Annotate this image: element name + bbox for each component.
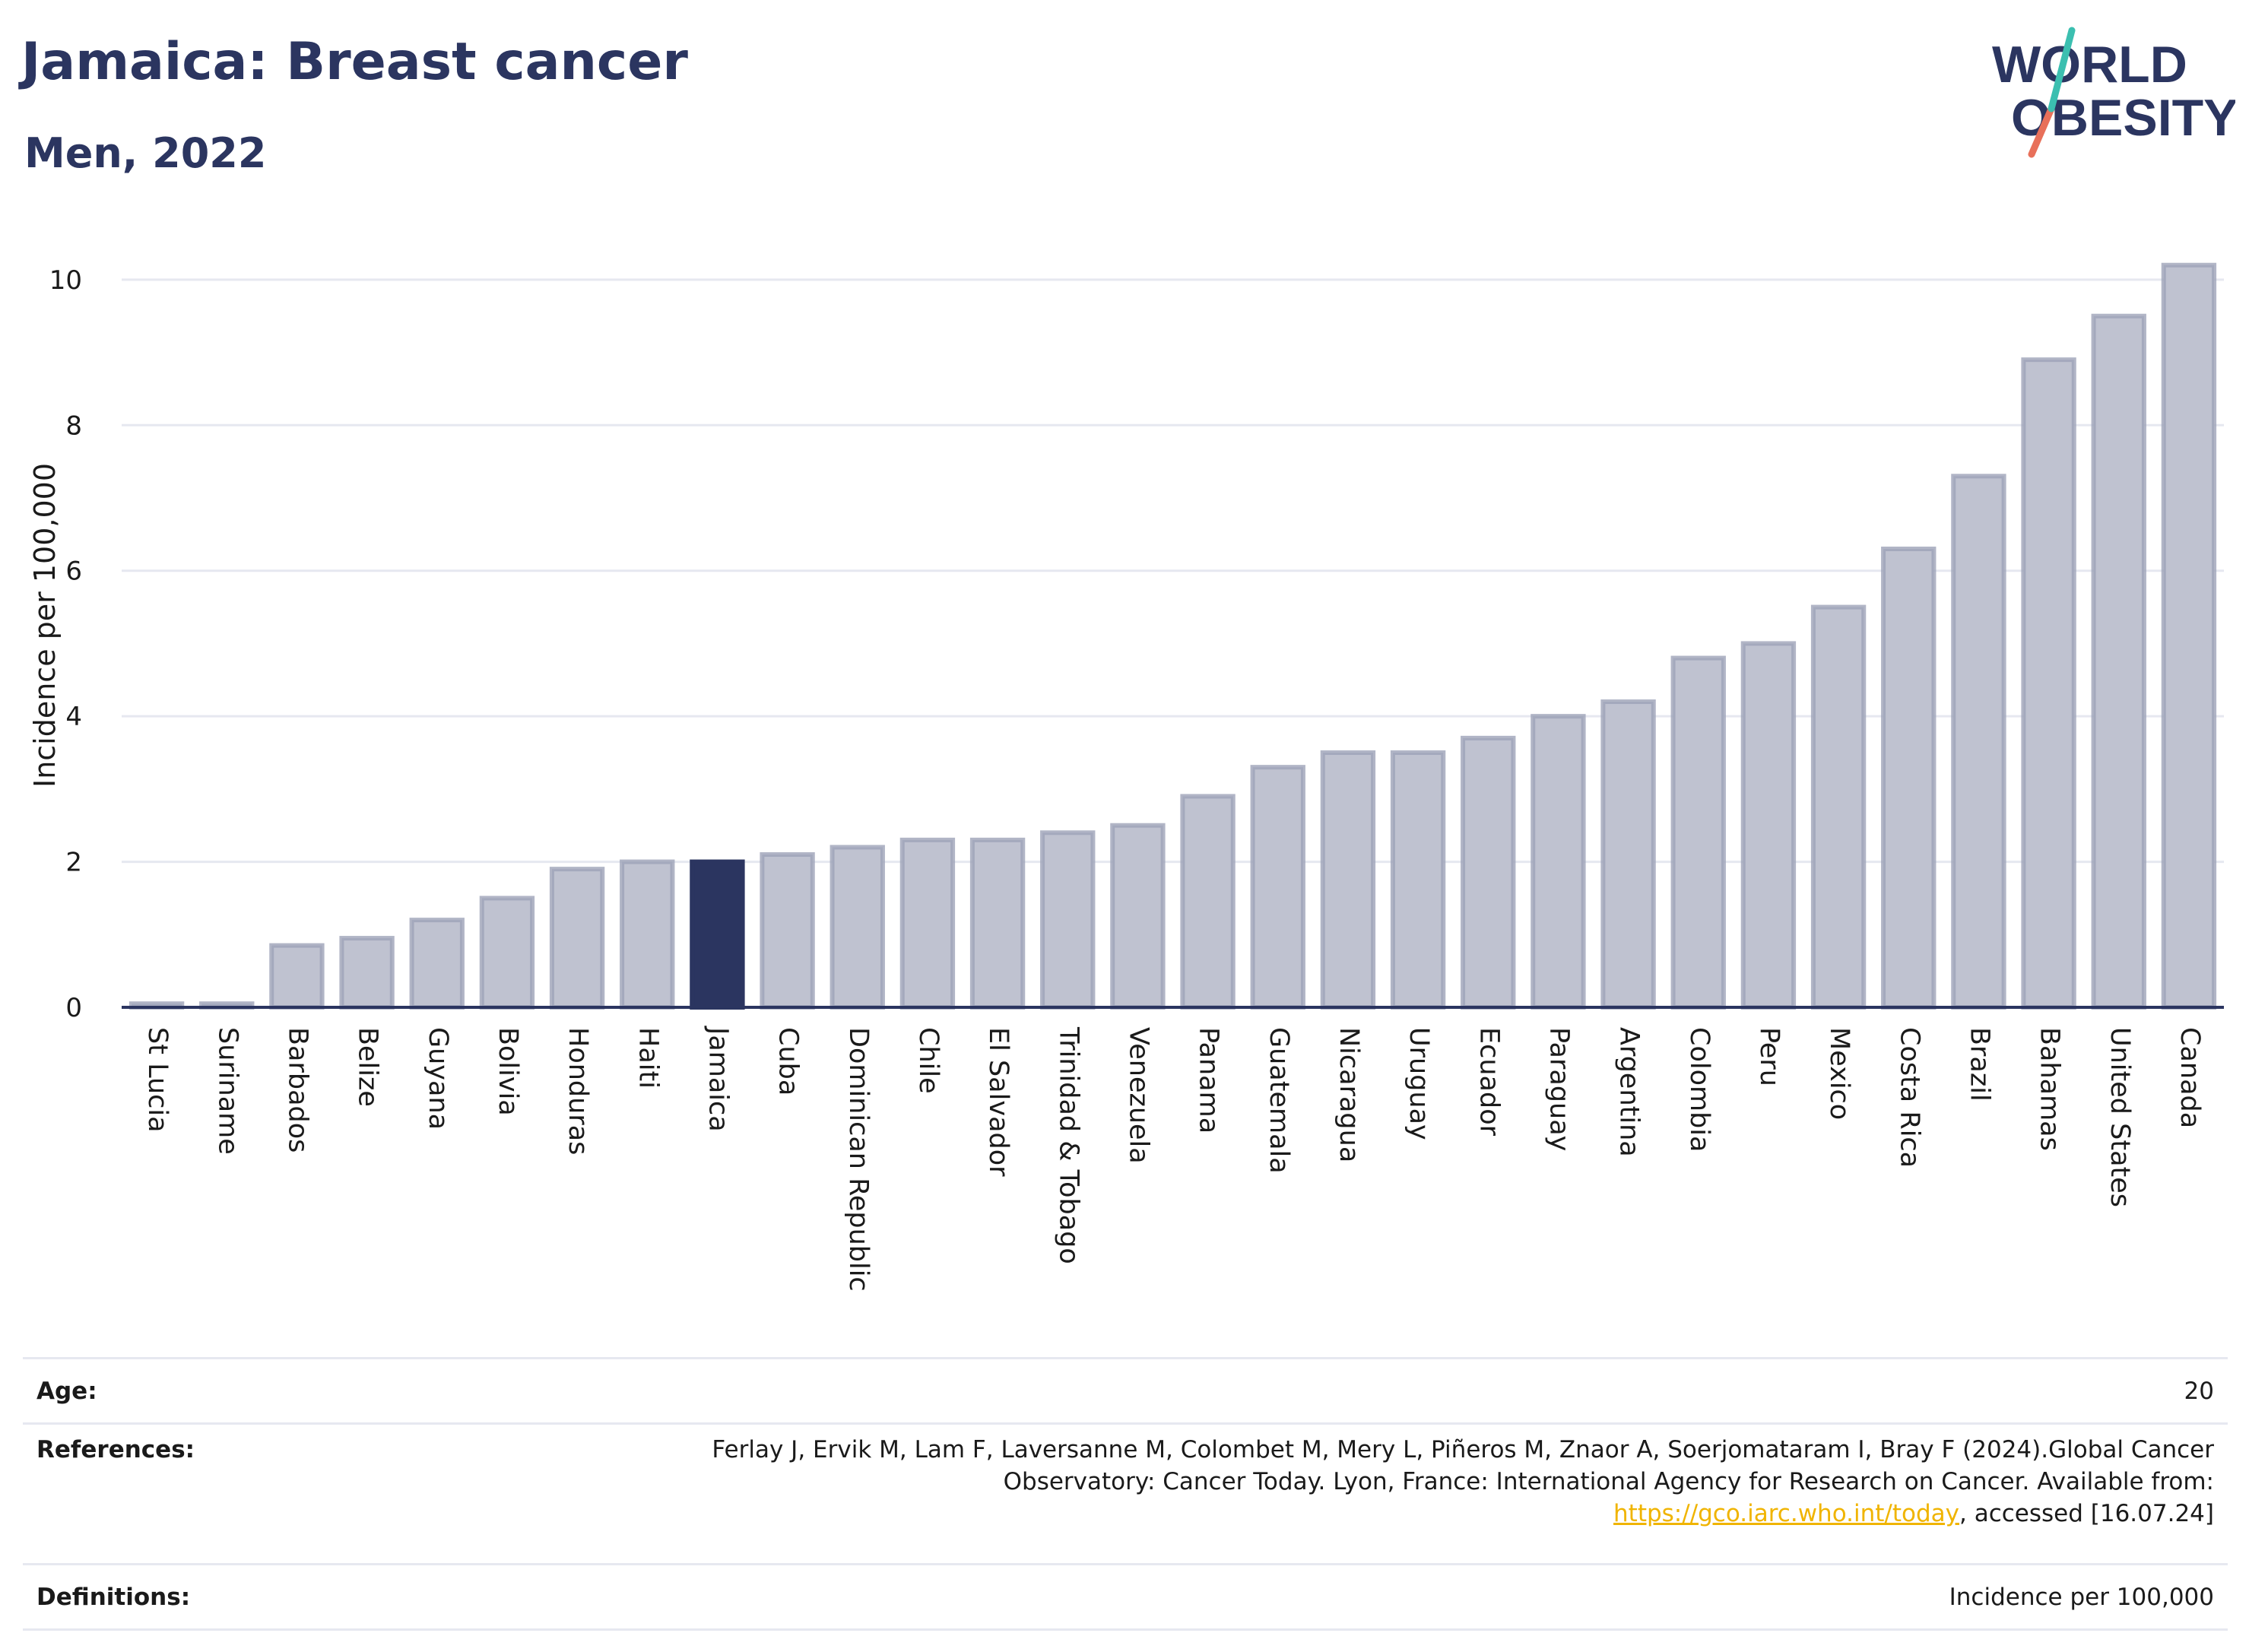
y-tick-label: 0 — [65, 993, 82, 1023]
bar — [2091, 313, 2146, 1010]
bar — [620, 859, 675, 1010]
x-tick-label: Guyana — [423, 1027, 453, 1130]
x-tick-label: Colombia — [1684, 1027, 1715, 1152]
bar-chart: 0 2 4 6 8 10 Incidence per 100,000 St Lucia Suri… — [28, 262, 2224, 1292]
x-tick-label: Mexico — [1824, 1027, 1854, 1120]
references-text: Ferlay J, Ervik M, Lam F, Laversanne M, … — [712, 1436, 2214, 1495]
x-tick-label: Guatemala — [1264, 1027, 1294, 1174]
x-tick-label: Costa Rica — [1894, 1027, 1924, 1168]
x-tick-label: Barbados — [282, 1027, 312, 1153]
bar — [549, 867, 605, 1010]
bar — [339, 936, 395, 1010]
chart-title: Jamaica: Breast cancer — [21, 32, 688, 92]
bar — [1250, 765, 1305, 1010]
bar — [1531, 714, 1586, 1010]
bar — [1320, 750, 1376, 1010]
x-tick-label: Venezuela — [1123, 1027, 1153, 1164]
bar — [2161, 262, 2217, 1010]
bar — [760, 852, 815, 1010]
references-suffix: , accessed [16.07.24] — [1959, 1500, 2214, 1527]
bar — [1461, 735, 1516, 1010]
meta-row-definitions: Definitions: Incidence per 100,000 — [23, 1563, 2228, 1631]
meta-row-age: Age: 20 — [23, 1357, 2228, 1422]
definitions-label: Definitions: — [36, 1583, 191, 1611]
age-label: Age: — [36, 1377, 97, 1405]
x-tick-label: St Lucia — [142, 1027, 173, 1133]
bar — [269, 943, 325, 1010]
x-tick-label: Dominican Republic — [843, 1027, 874, 1292]
bar — [1740, 641, 1797, 1010]
bar — [690, 859, 745, 1010]
y-tick-label: 4 — [65, 702, 82, 732]
references-text-block: Ferlay J, Ervik M, Lam F, Laversanne M, … — [655, 1434, 2214, 1563]
x-tick-label: Peru — [1754, 1027, 1784, 1086]
world-obesity-logo: WORLD OBESITY — [1992, 27, 2235, 158]
bar — [1670, 655, 1726, 1010]
bar — [899, 837, 956, 1010]
y-tick-label: 6 — [65, 556, 82, 587]
bar — [1040, 830, 1096, 1010]
bar — [1881, 547, 1937, 1010]
x-tick-label: Ecuador — [1473, 1027, 1504, 1137]
metadata-table: Age: 20 References: Ferlay J, Ervik M, L… — [23, 1357, 2228, 1631]
references-link[interactable]: https://gco.iarc.who.int/today — [1613, 1500, 1959, 1527]
x-tick-label: Bahamas — [2035, 1027, 2065, 1151]
bar — [1951, 474, 2006, 1010]
chart-subtitle: Men, 2022 — [24, 129, 267, 177]
age-value: 20 — [2184, 1377, 2214, 1405]
bar — [2021, 357, 2076, 1010]
bar — [1390, 750, 1446, 1010]
x-tick-label: Uruguay — [1404, 1027, 1434, 1140]
bar — [1810, 604, 1867, 1010]
bar — [1600, 699, 1656, 1010]
y-tick-label: 2 — [65, 848, 82, 878]
x-tick-label: Paraguay — [1543, 1027, 1574, 1151]
y-tick-label: 8 — [65, 411, 82, 441]
x-tick-label: Honduras — [563, 1027, 593, 1155]
y-tick-label: 10 — [49, 265, 82, 296]
x-tick-label: Bolivia — [493, 1027, 523, 1116]
y-axis-title: Incidence per 100,000 — [28, 463, 62, 788]
bar — [969, 837, 1026, 1010]
x-tick-label: Argentina — [1614, 1027, 1645, 1157]
bar — [479, 896, 535, 1010]
definitions-value: Incidence per 100,000 — [1949, 1583, 2214, 1611]
x-tick-label: Jamaica — [703, 1026, 733, 1132]
meta-row-references: References: Ferlay J, Ervik M, Lam F, La… — [23, 1422, 2228, 1563]
bar — [829, 845, 885, 1010]
x-tick-label: United States — [2105, 1027, 2135, 1207]
x-tick-label: Trinidad & Tobago — [1053, 1026, 1083, 1264]
bar — [1180, 794, 1236, 1010]
x-tick-label: El Salvador — [983, 1027, 1013, 1177]
bar — [1110, 823, 1166, 1010]
x-tick-label: Nicaragua — [1334, 1027, 1364, 1162]
x-tick-label: Suriname — [212, 1027, 243, 1155]
x-tick-label: Brazil — [1964, 1027, 1994, 1102]
x-tick-label: Canada — [2174, 1027, 2205, 1128]
x-tick-label: Panama — [1194, 1027, 1224, 1134]
x-tick-label: Chile — [913, 1027, 944, 1094]
bar — [409, 918, 465, 1010]
logo-line1: WORLD — [1992, 36, 2187, 94]
x-tick-label: Haiti — [633, 1027, 663, 1089]
x-tick-label: Cuba — [773, 1027, 804, 1096]
references-label: References: — [36, 1436, 195, 1463]
x-tick-label: Belize — [353, 1027, 383, 1107]
